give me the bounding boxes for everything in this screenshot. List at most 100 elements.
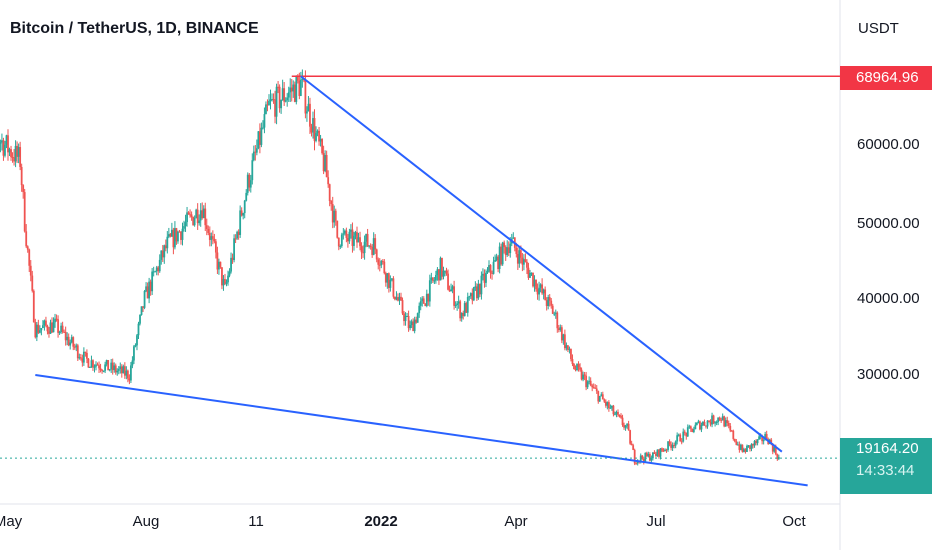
candle-body	[157, 267, 160, 272]
candle-body	[293, 84, 296, 102]
candle-body	[29, 265, 32, 276]
candle-body	[472, 287, 475, 301]
candle-body	[489, 265, 492, 273]
candle-body	[541, 284, 544, 294]
candle-body	[82, 351, 85, 363]
candle-body	[11, 157, 14, 159]
candle-body	[761, 435, 764, 442]
candle-body	[89, 366, 91, 368]
candle-body	[216, 252, 219, 270]
candle-body	[133, 346, 135, 361]
candle-body	[614, 414, 616, 416]
candle-body	[246, 174, 249, 193]
candle-body	[387, 273, 390, 288]
candle-body	[136, 335, 138, 346]
candle-body	[304, 80, 307, 114]
candle-body	[167, 234, 170, 237]
candle-body	[724, 420, 727, 427]
candle-body	[54, 318, 56, 323]
candle-body	[406, 315, 408, 317]
candle-body	[227, 275, 229, 283]
candle-body	[630, 443, 633, 446]
candle-body	[431, 277, 434, 281]
candle-body	[674, 441, 677, 446]
candle-body	[577, 364, 580, 368]
candle-body	[315, 133, 317, 141]
candle-body	[23, 192, 26, 232]
candle-body	[339, 246, 342, 248]
candle-body	[650, 458, 653, 461]
candle-body	[363, 241, 366, 254]
candle-body	[175, 228, 178, 242]
candle-body	[128, 378, 131, 381]
candle-body	[594, 387, 597, 389]
candle-body	[441, 257, 443, 277]
candle-body	[1, 140, 3, 143]
candle-body	[394, 296, 396, 300]
candle-body	[359, 237, 361, 247]
candle-body	[403, 313, 405, 322]
candle-body	[122, 366, 125, 374]
candle-body	[682, 431, 685, 442]
candle-body	[702, 421, 704, 426]
candle-body	[604, 401, 607, 406]
candle-body	[551, 305, 554, 314]
candle-body	[744, 449, 747, 452]
candle-body	[397, 297, 399, 301]
candle-body	[95, 364, 97, 367]
candle-body	[365, 234, 368, 242]
candle-body	[679, 434, 682, 442]
candle-body	[334, 210, 337, 221]
candle-body	[140, 306, 143, 315]
candle-body	[193, 218, 196, 226]
candle-body	[221, 267, 223, 286]
candle-body	[207, 228, 210, 233]
candle-body	[333, 210, 336, 223]
candle-body	[72, 337, 75, 347]
candle-body	[178, 231, 181, 233]
candle-body	[404, 316, 407, 322]
candle-body	[471, 293, 474, 301]
candle-body	[485, 272, 487, 283]
candle-body	[469, 293, 472, 297]
candle-body	[342, 233, 345, 235]
candle-body	[711, 415, 713, 425]
candle-body	[137, 323, 140, 336]
candle-body	[5, 135, 8, 145]
candle-body	[694, 424, 697, 430]
candle-body	[181, 228, 184, 240]
candle-body	[589, 380, 592, 386]
candle-body	[274, 99, 276, 117]
candle-body	[263, 114, 266, 128]
candle-body	[58, 332, 61, 334]
candle-body	[532, 272, 534, 287]
candle-body	[289, 87, 292, 93]
candle-body	[765, 433, 768, 440]
candle-body	[454, 304, 457, 306]
candle-body	[111, 362, 114, 371]
candle-body	[671, 444, 674, 448]
candle-body	[456, 303, 459, 305]
candle-body	[46, 325, 49, 332]
candle-body	[189, 214, 191, 216]
candle-body	[498, 246, 501, 269]
candle-body	[369, 245, 372, 247]
candle-body	[444, 270, 446, 272]
candle-body	[463, 303, 466, 316]
candle-body	[621, 417, 624, 425]
candle-body	[67, 336, 70, 346]
candle-body	[32, 290, 35, 323]
candle-body	[49, 322, 52, 334]
candle-body	[196, 209, 199, 224]
candle-body	[550, 300, 553, 306]
candle-body	[318, 130, 320, 142]
candle-body	[277, 86, 279, 88]
candle-body	[142, 306, 144, 308]
candle-body	[721, 416, 724, 421]
candle-body	[480, 275, 483, 295]
candle-body	[57, 319, 59, 333]
candle-body	[732, 430, 735, 439]
last-price-value: 19164.20	[856, 440, 919, 457]
candle-body	[92, 360, 94, 368]
